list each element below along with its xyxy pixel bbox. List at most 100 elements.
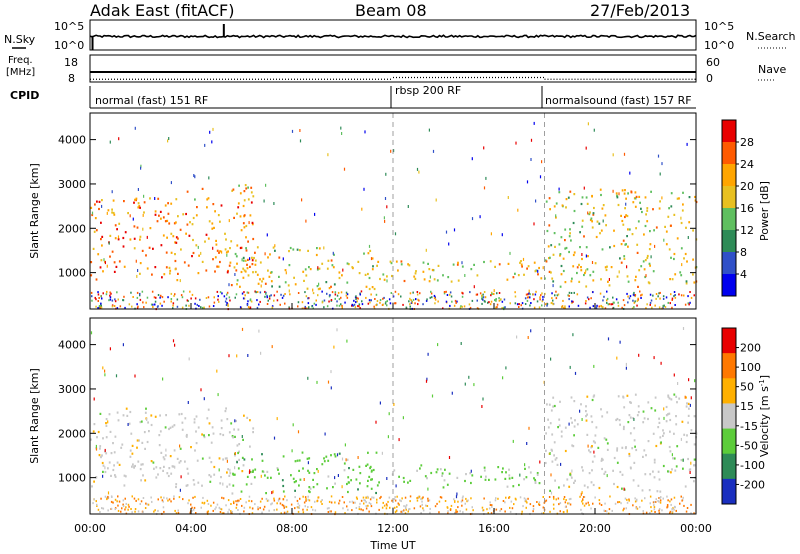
ground-scatter-cell xyxy=(207,296,210,299)
speckle-cell xyxy=(555,214,557,218)
speckle-cell xyxy=(645,274,647,278)
ground-scatter-cell xyxy=(581,512,583,515)
ground-scatter-cell xyxy=(585,300,587,302)
range-gate-cell xyxy=(552,253,555,256)
range-gate-cell xyxy=(485,475,487,478)
ground-scatter-cell xyxy=(641,293,643,296)
range-gate-cell xyxy=(635,227,637,230)
ground-scatter-cell xyxy=(376,498,378,501)
ground-scatter-cell xyxy=(346,505,348,508)
speckle-cell xyxy=(95,444,97,448)
ground-scatter-cell xyxy=(378,508,380,511)
range-gate-cell xyxy=(473,263,475,266)
range-gate-cell xyxy=(555,457,558,460)
ground-scatter-cell xyxy=(557,497,560,500)
range-gate-cell xyxy=(165,266,168,269)
speckle-cell xyxy=(263,199,265,203)
ground-scatter-cell xyxy=(106,290,108,293)
range-gate-cell xyxy=(236,244,239,247)
speckle-cell xyxy=(179,279,181,283)
range-gate-cell xyxy=(367,479,369,482)
ground-scatter-cell xyxy=(481,506,484,509)
ground-scatter-cell xyxy=(394,499,397,502)
ground-scatter-cell xyxy=(282,294,285,297)
range-gate-cell xyxy=(233,266,236,269)
range-gate-cell xyxy=(623,425,625,428)
ground-scatter-cell xyxy=(321,290,323,293)
ground-scatter-cell xyxy=(321,301,324,304)
range-gate-cell xyxy=(210,475,212,478)
range-gate-cell xyxy=(512,276,515,279)
colorbar-swatch xyxy=(722,164,736,187)
range-gate-cell xyxy=(316,285,319,288)
ground-scatter-cell xyxy=(257,508,259,511)
ground-scatter-cell xyxy=(494,499,497,502)
range-gate-cell xyxy=(533,477,535,480)
ground-scatter-cell xyxy=(192,496,194,499)
range-gate-cell xyxy=(665,414,668,417)
ground-scatter-cell xyxy=(213,296,215,299)
ground-scatter-cell xyxy=(592,502,594,505)
ground-scatter-cell xyxy=(261,511,263,514)
range-gate-cell xyxy=(245,483,248,486)
range-gate-cell xyxy=(195,442,198,445)
range-gate-cell xyxy=(625,197,627,200)
range-gate-cell xyxy=(442,486,445,489)
range-gate-cell xyxy=(303,279,305,282)
ground-scatter-cell xyxy=(670,293,672,296)
ground-scatter-cell xyxy=(673,295,675,298)
range-gate-cell xyxy=(271,285,273,288)
speckle-cell xyxy=(663,238,665,242)
ground-scatter-cell xyxy=(393,498,396,501)
range-gate-cell xyxy=(327,475,330,478)
ground-scatter-cell xyxy=(509,302,511,305)
ground-scatter-cell xyxy=(565,499,567,501)
speckle-cell xyxy=(299,129,301,132)
range-gate-cell xyxy=(369,465,372,468)
range-gate-cell xyxy=(573,425,576,428)
speckle-cell xyxy=(106,264,108,268)
ground-scatter-cell xyxy=(634,497,636,500)
range-gate-cell xyxy=(644,275,647,279)
range-gate-cell xyxy=(572,445,575,448)
range-gate-cell xyxy=(592,213,595,216)
range-gate-cell xyxy=(225,407,227,410)
speckle-cell xyxy=(368,244,371,248)
range-gate-cell xyxy=(153,467,155,470)
ground-scatter-cell xyxy=(150,303,153,306)
speckle-cell xyxy=(179,444,181,448)
range-gate-cell xyxy=(670,471,672,474)
ground-scatter-cell xyxy=(669,510,672,513)
range-gate-cell xyxy=(267,269,269,272)
ground-scatter-cell xyxy=(495,306,497,309)
ground-scatter-cell xyxy=(571,301,573,304)
range-gate-cell xyxy=(166,236,168,239)
ground-scatter-cell xyxy=(628,499,630,502)
ground-scatter-cell xyxy=(425,299,428,302)
range-gate-cell xyxy=(693,415,696,418)
ground-scatter-cell xyxy=(373,496,375,499)
range-gate-cell xyxy=(112,211,115,215)
range-gate-cell xyxy=(639,201,641,204)
ground-scatter-cell xyxy=(564,505,567,508)
ground-scatter-cell xyxy=(334,501,336,504)
ground-scatter-cell xyxy=(374,298,376,300)
range-gate-cell xyxy=(107,209,110,212)
range-gate-cell xyxy=(114,475,117,478)
speckle-cell xyxy=(386,477,388,480)
range-gate-cell xyxy=(601,207,604,210)
speckle-cell xyxy=(111,190,113,194)
range-gate-cell xyxy=(269,253,271,256)
range-gate-cell xyxy=(551,433,554,436)
range-gate-cell xyxy=(620,261,623,264)
range-gate-cell xyxy=(347,476,350,479)
speckle-cell xyxy=(661,162,663,166)
ground-scatter-cell xyxy=(187,502,189,505)
ground-scatter-cell xyxy=(111,496,113,498)
speckle-cell xyxy=(228,283,230,287)
speckle-cell xyxy=(104,448,106,452)
speckle-cell xyxy=(341,485,343,489)
range-gate-cell xyxy=(122,245,125,248)
range-gate-cell xyxy=(355,478,358,481)
range-gate-cell xyxy=(672,457,674,460)
